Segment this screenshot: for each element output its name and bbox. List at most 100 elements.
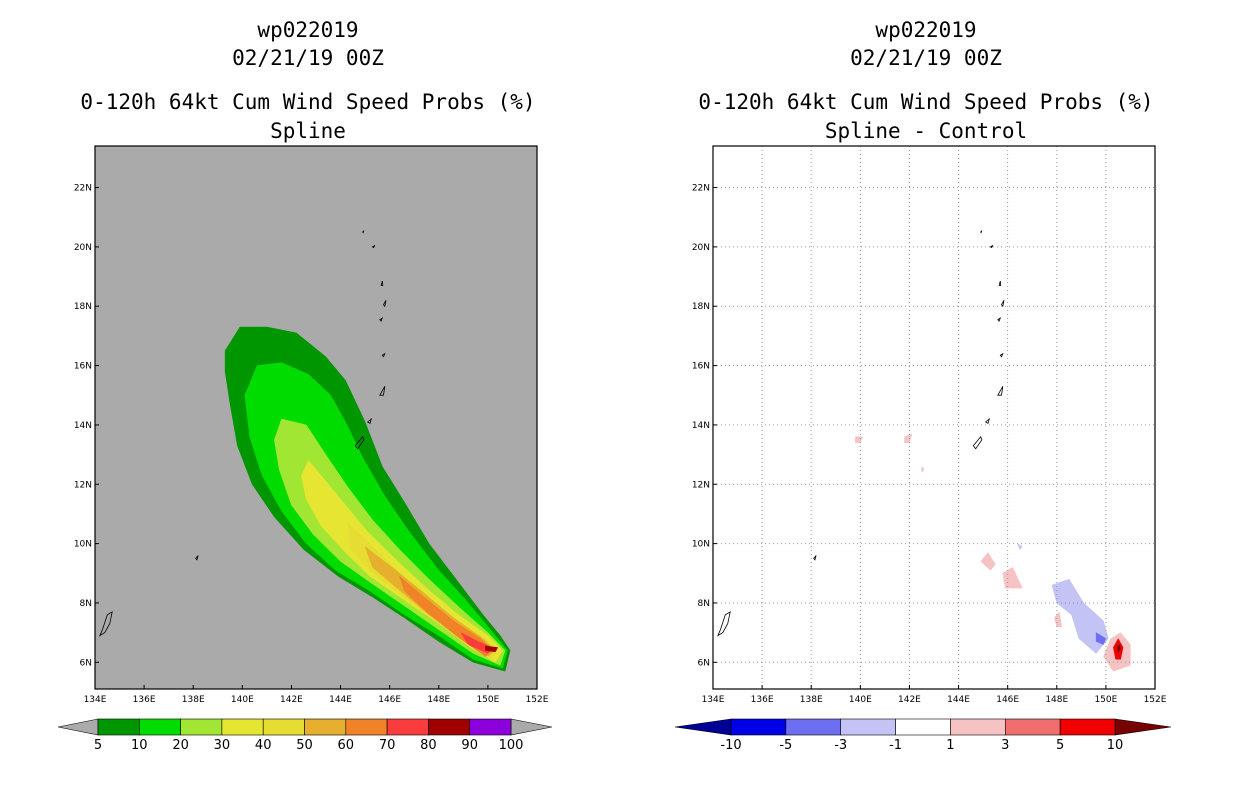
x-tick-label: 134E [84, 695, 107, 705]
contour-fills [855, 433, 1131, 672]
island-outline-6 [997, 317, 1002, 322]
right-title: 0-120h 64kt Cum Wind Speed Probs (%) [698, 90, 1154, 114]
y-tick-label: 8N [698, 599, 710, 609]
colorbar-swatch-1 [139, 718, 181, 736]
x-tick-label: 140E [231, 695, 254, 705]
map-background [713, 146, 1155, 689]
colorbar-swatch-2 [840, 718, 896, 736]
colorbar-label: -3 [834, 738, 847, 753]
y-tick-label: 14N [74, 421, 92, 431]
colorbar-swatch-2 [180, 718, 223, 736]
x-tick-label: 148E [427, 695, 450, 705]
map-frame [94, 145, 538, 690]
colorbar-swatch-0 [97, 718, 140, 736]
colorbar-label: -5 [779, 738, 792, 753]
colorbar-label: 40 [255, 738, 272, 753]
x-tick-label: 140E [849, 695, 872, 705]
island-outline-1 [813, 555, 817, 561]
contour-level-20-2 [274, 418, 506, 666]
y-tick-label: 10N [692, 540, 710, 550]
colorbar-swatch-6 [1059, 718, 1116, 736]
island-outline-8 [998, 280, 1002, 286]
island-outline-0 [99, 611, 113, 637]
colorbar-label: 60 [338, 738, 355, 753]
colorbar-label: 50 [296, 738, 313, 753]
x-tick-label: 150E [1094, 695, 1117, 705]
colorbar-label: 100 [499, 738, 524, 753]
y-tick-label: 20N [74, 243, 92, 253]
island-outline-5 [999, 352, 1004, 358]
y-tick-label: 14N [692, 421, 710, 431]
contour-level-30-3 [301, 460, 503, 663]
x-tick-label: 152E [1144, 695, 1167, 705]
right-date: 02/21/19 00Z [850, 46, 1002, 70]
contour-level-60-6 [399, 575, 494, 657]
x-tick-label: 134E [702, 695, 725, 705]
y-tick-label: 12N [692, 480, 710, 490]
x-tick-label: 136E [133, 695, 156, 705]
x-tick-label: 136E [751, 695, 774, 705]
colorbar-over-arrow [510, 718, 553, 736]
left-date: 02/21/19 00Z [232, 46, 384, 70]
colorbar-under-arrow [674, 718, 732, 736]
y-tick-label: 20N [692, 243, 710, 253]
colorbar-label: 10 [1107, 738, 1124, 753]
island-outline-10 [980, 230, 983, 234]
y-tick-label: 6N [80, 658, 92, 668]
colorbar-label: 20 [172, 738, 189, 753]
colorbar-swatch-5 [304, 718, 347, 736]
colorbar-under-arrow [57, 718, 99, 736]
island-outline-6 [379, 317, 384, 322]
right-subtitle: Spline - Control [824, 119, 1028, 143]
left-storm-id: wp022019 [257, 18, 359, 42]
y-tick-label: 16N [692, 362, 710, 372]
island-outline-3 [984, 417, 991, 425]
difference-map-panel: 134E 136E 138E 140E 142E 144E 146E 148E 150E 152E… [674, 145, 1172, 753]
y-tick-label: 6N [698, 658, 710, 668]
colorbar-label: 10 [131, 738, 148, 753]
island-outline-4 [997, 386, 1004, 396]
right-storm-id: wp022019 [875, 18, 977, 42]
colorbar-label: -10 [720, 738, 741, 753]
island-outline-4 [379, 386, 386, 396]
y-tick-label: 22N [74, 184, 92, 194]
contour-level-neg5-1 [1095, 632, 1107, 645]
x-tick-label: 148E [1045, 695, 1068, 705]
colorbar-label: -1 [889, 738, 902, 753]
coastlines [717, 230, 1005, 637]
y-tick-label: 12N [74, 480, 92, 490]
colorbar-swatch-6 [345, 718, 388, 736]
axis-ticks: 134E 136E 138E 140E 142E 144E 146E 148E 150E 152E… [692, 184, 1167, 705]
colorbar-label: 3 [1001, 738, 1009, 753]
map-frame [712, 145, 1156, 690]
island-outline-3 [366, 417, 373, 425]
x-tick-label: 152E [526, 695, 549, 705]
colorbar-swatch-3 [895, 718, 951, 736]
y-tick-label: 10N [74, 540, 92, 550]
colorbar-swatch-9 [469, 718, 512, 736]
grid-lines [713, 146, 1155, 689]
coastlines [99, 230, 387, 637]
island-outline-7 [383, 300, 387, 308]
colorbar-swatch-0 [730, 718, 787, 736]
colorbar-over-arrow [1114, 718, 1172, 736]
left-title: 0-120h 64kt Cum Wind Speed Probs (%) [80, 90, 536, 114]
island-outline-0 [717, 611, 731, 637]
colorbar-label: 5 [1056, 738, 1064, 753]
contour-level-1-8 [1054, 611, 1062, 627]
colorbar-label: 5 [94, 738, 102, 753]
x-tick-label: 146E [378, 695, 401, 705]
contour-level-neg3-0 [1051, 578, 1109, 654]
left-subtitle: Spline [270, 119, 346, 143]
x-tick-label: 146E [996, 695, 1019, 705]
island-outline-2 [354, 436, 365, 450]
colorbar-swatch-7 [386, 718, 429, 736]
island-outline-5 [381, 352, 386, 358]
colorbar-label: 30 [214, 738, 231, 753]
y-tick-label: 22N [692, 184, 710, 194]
colorbar-swatch-3 [221, 718, 264, 736]
x-tick-label: 142E [898, 695, 921, 705]
axis-ticks: 134E 136E 138E 140E 142E 144E 146E 148E 150E 152E… [74, 184, 549, 705]
island-outline-9 [371, 245, 376, 249]
probability-map-panel: 134E 136E 138E 140E 142E 144E 146E 148E 150E 152E… [57, 145, 553, 753]
